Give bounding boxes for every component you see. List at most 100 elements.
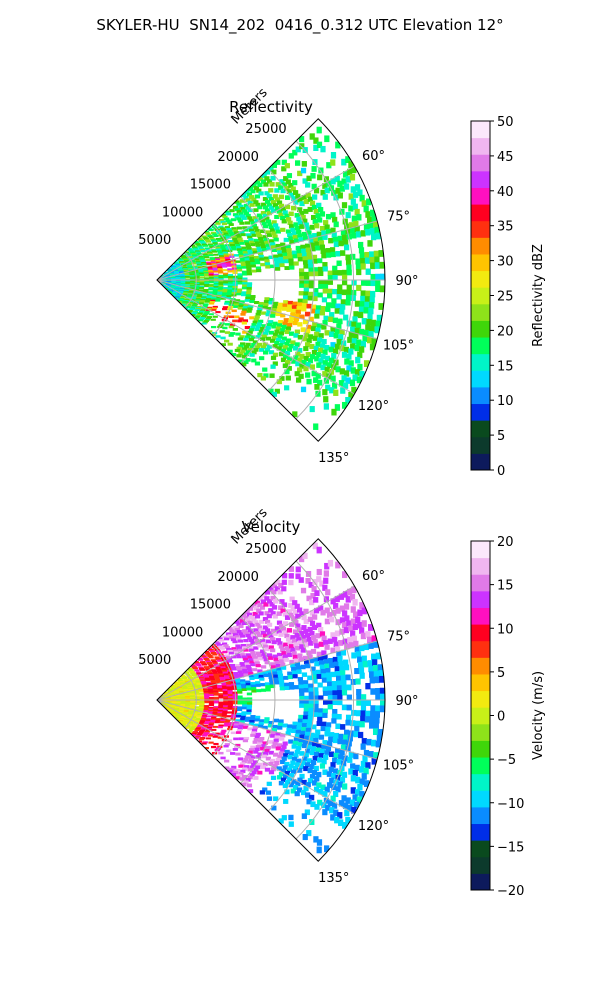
panel-title: Velocity	[242, 518, 301, 536]
azimuth-gridline	[156, 279, 355, 395]
radar-echo-field	[159, 542, 385, 854]
colorbar-tick-label: 30	[497, 255, 514, 270]
colorbar-segment	[471, 287, 490, 305]
colorbar-tick-label: 10	[497, 622, 514, 637]
colorbar-segment	[471, 320, 490, 338]
colorbar-segment	[471, 790, 490, 808]
colorbar-segment	[471, 403, 490, 421]
colorbar-tick-label: 20	[497, 324, 514, 339]
radar-panel-velocity: 500010000150002000025000Meters60°75°90°1…	[138, 505, 546, 899]
colorbar-segment	[471, 436, 490, 454]
colorbar: −20 −15 −10 −5 0 5 10 15 20 Velocity (m/s)	[470, 535, 546, 899]
azimuth-gridline	[156, 165, 355, 281]
angle-tick-label: 105°	[383, 339, 414, 354]
colorbar-tick-label: 0	[497, 464, 505, 479]
colorbar-segment	[471, 154, 490, 172]
radial-tick-label: 25000	[245, 542, 286, 557]
radial-tick-label: 20000	[218, 150, 259, 165]
angle-tick-label: 135°	[318, 451, 349, 466]
colorbar-segment	[471, 873, 490, 891]
colorbar-segment	[471, 137, 490, 155]
colorbar-segment	[471, 773, 490, 791]
colorbar-tick-label: 25	[497, 290, 514, 305]
colorbar-segment	[471, 237, 490, 255]
colorbar-segment	[471, 590, 490, 608]
radial-tick-label: 10000	[162, 205, 203, 220]
colorbar-tick-label: 40	[497, 185, 514, 200]
colorbar-segment	[471, 840, 490, 858]
colorbar-tick-label: 0	[497, 710, 505, 725]
colorbar-segment	[471, 220, 490, 238]
colorbar-tick-label: 15	[497, 579, 514, 594]
angle-tick-label: 75°	[387, 209, 410, 224]
radial-tick-label: 20000	[218, 570, 259, 585]
colorbar-segment	[471, 723, 490, 741]
colorbar-tick-label: 45	[497, 150, 514, 165]
colorbar-segment	[471, 690, 490, 708]
azimuth-gridline	[156, 640, 378, 701]
azimuth-gridline	[156, 699, 378, 760]
angle-tick-label: 105°	[383, 759, 414, 774]
radial-tick-label: 25000	[245, 122, 286, 137]
radial-tick-label: 5000	[138, 233, 171, 248]
colorbar-segment	[471, 370, 490, 388]
colorbar-segment	[471, 624, 490, 642]
angle-tick-label: 90°	[395, 694, 418, 709]
colorbar-segment	[471, 640, 490, 658]
colorbar-tick-label: 5	[497, 666, 505, 681]
colorbar-tick-label: 15	[497, 359, 514, 374]
colorbar-tick-label: 20	[497, 535, 514, 550]
colorbar-segment	[471, 557, 490, 575]
colorbar-segment	[471, 420, 490, 438]
figure-title: SKYLER-HU SN14_202 0416_0.312 UTC Elevat…	[96, 16, 504, 34]
colorbar-segment	[471, 337, 490, 355]
colorbar-segment	[471, 806, 490, 825]
colorbar-segment	[471, 170, 490, 188]
colorbar-segment	[471, 270, 490, 288]
colorbar-tick-label: 35	[497, 220, 514, 235]
colorbar-segment	[471, 353, 490, 371]
azimuth-gridline	[156, 585, 355, 701]
colorbar-segment	[471, 856, 490, 874]
colorbar-segment	[471, 740, 490, 758]
radial-tick-label: 10000	[162, 625, 203, 640]
angle-tick-label: 135°	[318, 871, 349, 886]
colorbar-tick-label: −10	[497, 797, 524, 812]
colorbar-segment	[471, 707, 490, 725]
colorbar-segment	[471, 657, 490, 675]
colorbar-segment	[471, 673, 490, 692]
angle-tick-label: 120°	[358, 399, 389, 414]
colorbar-segment	[471, 187, 490, 205]
colorbar-segment	[471, 757, 490, 775]
colorbar-tick-label: 5	[497, 429, 505, 444]
azimuth-gridline	[156, 699, 355, 815]
colorbar-segment	[471, 541, 490, 559]
azimuth-gridline	[156, 220, 378, 281]
radial-tick-label: 15000	[190, 598, 231, 613]
sector-frame	[156, 118, 386, 442]
azimuth-gridline	[156, 279, 378, 340]
colorbar-tick-label: −15	[497, 840, 524, 855]
radial-tick-label: 5000	[138, 653, 171, 668]
radar-panel-reflectivity: 500010000150002000025000Meters60°75°90°1…	[138, 85, 546, 479]
colorbar-segment	[471, 253, 490, 272]
colorbar-tick-label: −5	[497, 753, 516, 768]
colorbar-segment	[471, 204, 490, 222]
angle-tick-label: 90°	[395, 274, 418, 289]
colorbar-tick-label: 50	[497, 115, 514, 130]
colorbar-segment	[471, 121, 490, 139]
panel-title: Reflectivity	[229, 98, 313, 116]
angle-tick-label: 120°	[358, 819, 389, 834]
angle-tick-label: 60°	[362, 569, 385, 584]
radial-tick-label: 15000	[190, 178, 231, 193]
colorbar-segment	[471, 823, 490, 841]
colorbar-tick-label: −20	[497, 884, 524, 899]
angle-tick-label: 60°	[362, 149, 385, 164]
sector-frame	[156, 538, 386, 862]
colorbar-label: Reflectivity dBZ	[531, 244, 546, 347]
colorbar-segment	[471, 574, 490, 592]
angle-tick-label: 75°	[387, 629, 410, 644]
colorbar: 0 5 10 15 20 25 30 35 40 45 50 Reflectivity dBZ	[470, 115, 546, 479]
colorbar-label: Velocity (m/s)	[531, 671, 546, 760]
